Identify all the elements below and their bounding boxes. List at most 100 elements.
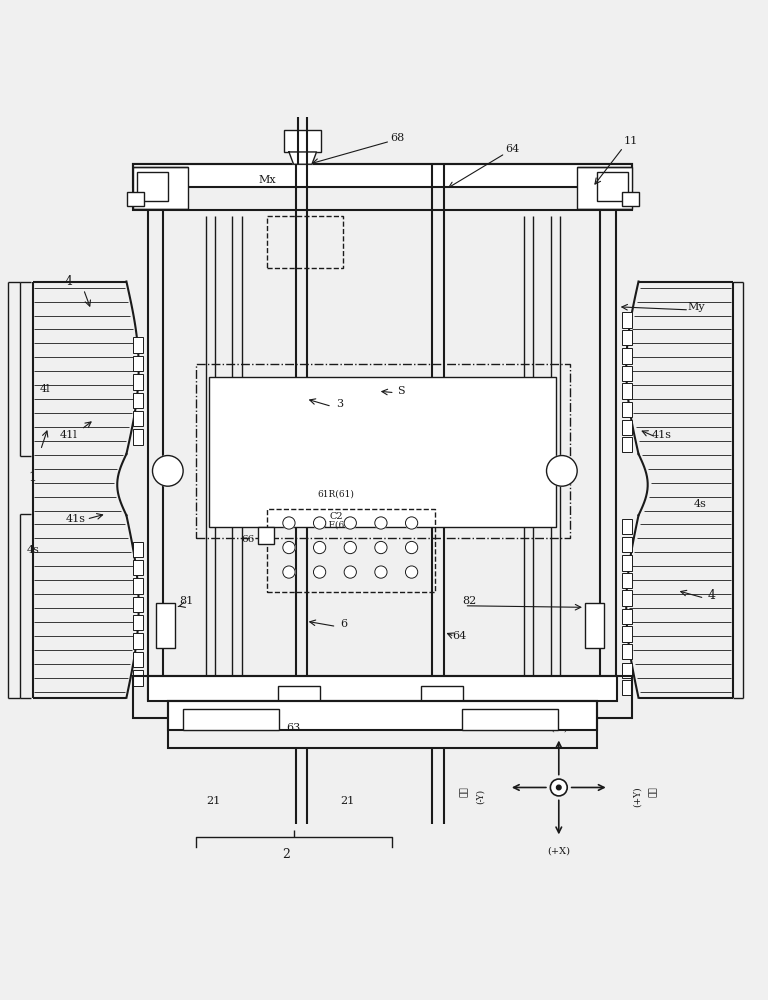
Circle shape <box>551 779 568 796</box>
Bar <box>621 644 632 659</box>
Text: 1: 1 <box>29 471 37 484</box>
Bar <box>284 130 321 152</box>
Circle shape <box>547 456 578 486</box>
Bar <box>621 312 632 328</box>
Text: 4l: 4l <box>40 384 51 394</box>
Text: 41l: 41l <box>59 430 77 440</box>
Text: 2: 2 <box>282 848 290 861</box>
Bar <box>621 626 632 642</box>
Bar <box>621 537 632 552</box>
Circle shape <box>313 566 326 578</box>
Text: 61F(61): 61F(61) <box>317 520 354 529</box>
Bar <box>209 377 556 527</box>
Circle shape <box>375 517 387 529</box>
Bar <box>585 603 604 648</box>
Bar <box>133 411 144 426</box>
Text: S: S <box>397 386 405 396</box>
Text: 81: 81 <box>179 596 194 606</box>
Text: 3: 3 <box>336 399 343 409</box>
Text: 前方: 前方 <box>649 786 657 797</box>
Bar <box>133 167 187 209</box>
Circle shape <box>375 566 387 578</box>
Bar <box>137 172 168 201</box>
Bar <box>133 393 144 408</box>
Bar <box>133 337 144 353</box>
Text: 后方: 后方 <box>460 786 469 797</box>
Text: 61R(61): 61R(61) <box>317 489 354 498</box>
Bar <box>133 633 144 649</box>
Bar <box>278 686 320 707</box>
Bar <box>133 676 632 718</box>
Text: 64: 64 <box>505 144 520 154</box>
Polygon shape <box>289 152 316 164</box>
Bar <box>133 670 144 686</box>
Bar <box>621 402 632 417</box>
Circle shape <box>557 785 561 790</box>
Circle shape <box>153 456 183 486</box>
Circle shape <box>406 541 418 554</box>
Bar <box>133 164 632 210</box>
Bar <box>597 172 627 201</box>
Bar <box>133 164 632 187</box>
Bar <box>156 603 174 648</box>
Text: 66: 66 <box>241 535 254 544</box>
Bar <box>133 356 144 371</box>
Circle shape <box>283 566 295 578</box>
Bar <box>621 383 632 399</box>
Bar <box>621 663 632 678</box>
Text: C2: C2 <box>329 512 343 521</box>
Bar <box>133 652 144 667</box>
Bar <box>621 366 632 381</box>
Circle shape <box>344 517 356 529</box>
Bar <box>127 192 144 206</box>
Bar <box>133 560 144 575</box>
Circle shape <box>375 541 387 554</box>
Bar <box>621 590 632 606</box>
Bar <box>196 364 571 538</box>
Circle shape <box>406 566 418 578</box>
Text: (+X): (+X) <box>548 847 571 856</box>
Bar <box>621 609 632 624</box>
Text: 4s: 4s <box>694 499 707 509</box>
Bar <box>621 420 632 435</box>
Bar <box>621 573 632 588</box>
Text: 4s: 4s <box>26 545 39 555</box>
Text: Z: Z <box>538 719 546 729</box>
Text: 21: 21 <box>207 796 221 806</box>
Text: Mx: Mx <box>259 175 276 185</box>
Bar <box>257 527 274 544</box>
Text: 82: 82 <box>463 596 477 606</box>
Text: 41s: 41s <box>651 430 671 440</box>
Circle shape <box>313 517 326 529</box>
Text: My: My <box>688 302 706 312</box>
Circle shape <box>344 541 356 554</box>
Bar <box>621 192 638 206</box>
Bar <box>183 709 279 730</box>
Text: 21: 21 <box>340 796 354 806</box>
Bar <box>133 429 144 445</box>
Text: 4: 4 <box>65 275 72 288</box>
Text: 4: 4 <box>708 589 716 602</box>
Text: 6: 6 <box>340 619 348 629</box>
Bar <box>133 578 144 594</box>
Bar <box>267 216 343 268</box>
Bar <box>578 167 632 209</box>
Circle shape <box>283 541 295 554</box>
Text: 64: 64 <box>452 631 466 641</box>
Bar <box>621 680 632 695</box>
Bar <box>133 597 144 612</box>
Circle shape <box>283 517 295 529</box>
Bar <box>148 676 617 701</box>
Bar <box>621 555 632 571</box>
Bar <box>133 542 144 557</box>
Text: 41s: 41s <box>66 514 86 524</box>
Bar <box>168 701 597 748</box>
Text: 11: 11 <box>624 136 638 146</box>
Bar <box>133 374 144 390</box>
Circle shape <box>406 517 418 529</box>
Bar <box>133 615 144 630</box>
Text: 68: 68 <box>391 133 405 143</box>
Bar <box>621 437 632 452</box>
Bar <box>462 709 558 730</box>
Text: C1: C1 <box>557 467 567 475</box>
